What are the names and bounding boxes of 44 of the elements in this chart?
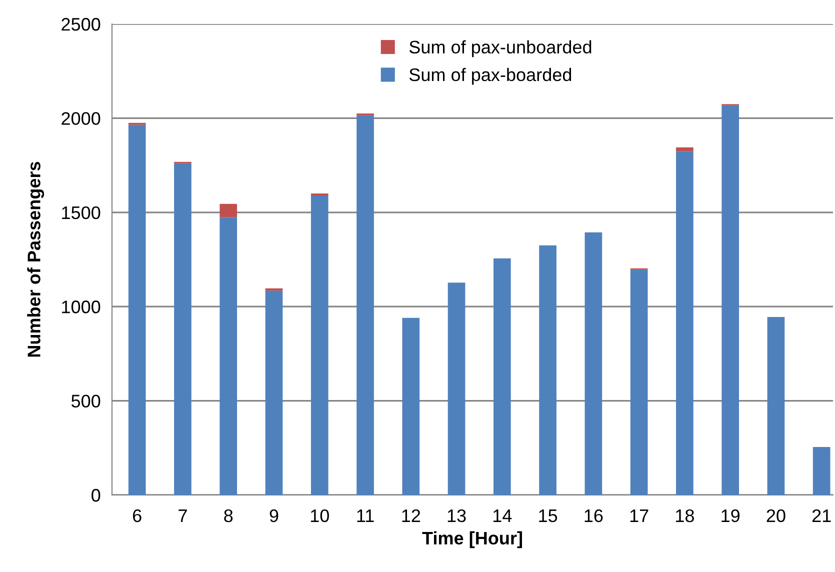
y-axis-title: Number of Passengers: [27, 162, 44, 357]
x-tick-label: 10: [310, 509, 329, 522]
x-tick-label: 12: [402, 509, 420, 522]
bar: [539, 245, 556, 495]
bar: [676, 151, 694, 495]
x-tick-label: 19: [722, 509, 740, 522]
x-tick-label: 17: [630, 510, 648, 522]
x-tick-label: 13: [448, 509, 466, 522]
x-tick-label: 16: [584, 509, 603, 522]
bar: [220, 204, 238, 218]
x-tick-label: 7: [178, 510, 187, 522]
bar: [493, 258, 511, 495]
x-tick-label: 15: [539, 510, 558, 522]
y-tick-label: 500: [71, 394, 100, 408]
bar: [448, 282, 466, 495]
bar: [722, 105, 739, 495]
bar: [265, 290, 283, 495]
legend-label: Sum of pax-unboarded: [409, 40, 592, 58]
x-tick-label: 9: [270, 509, 278, 522]
bar: [220, 217, 238, 495]
bar: [402, 318, 420, 495]
bar: [584, 232, 602, 495]
legend-label: Sum of pax-boarded: [409, 68, 572, 85]
x-tick-label: 8: [224, 509, 233, 522]
x-axis-title: Time [Hour]: [422, 531, 522, 548]
bar: [767, 316, 785, 495]
bar: [356, 115, 374, 495]
x-tick-label: 18: [676, 509, 694, 522]
x-tick-label: 11: [357, 510, 374, 522]
bar: [676, 147, 694, 152]
x-tick-label: 14: [494, 510, 512, 522]
x-tick-label: 6: [132, 509, 142, 522]
y-tick-label: 1000: [62, 300, 100, 314]
x-tick-label: 20: [766, 509, 786, 522]
bar: [630, 270, 648, 495]
y-tick-label: 1500: [62, 206, 100, 220]
y-tick-label: 2000: [62, 112, 100, 125]
y-tick-label: 2500: [62, 18, 100, 31]
bar: [174, 163, 192, 495]
y-tick-label: 0: [92, 488, 100, 502]
bar: [128, 124, 146, 495]
x-tick-label: 21: [812, 509, 831, 522]
bar: [310, 195, 328, 495]
bar: [812, 446, 830, 495]
